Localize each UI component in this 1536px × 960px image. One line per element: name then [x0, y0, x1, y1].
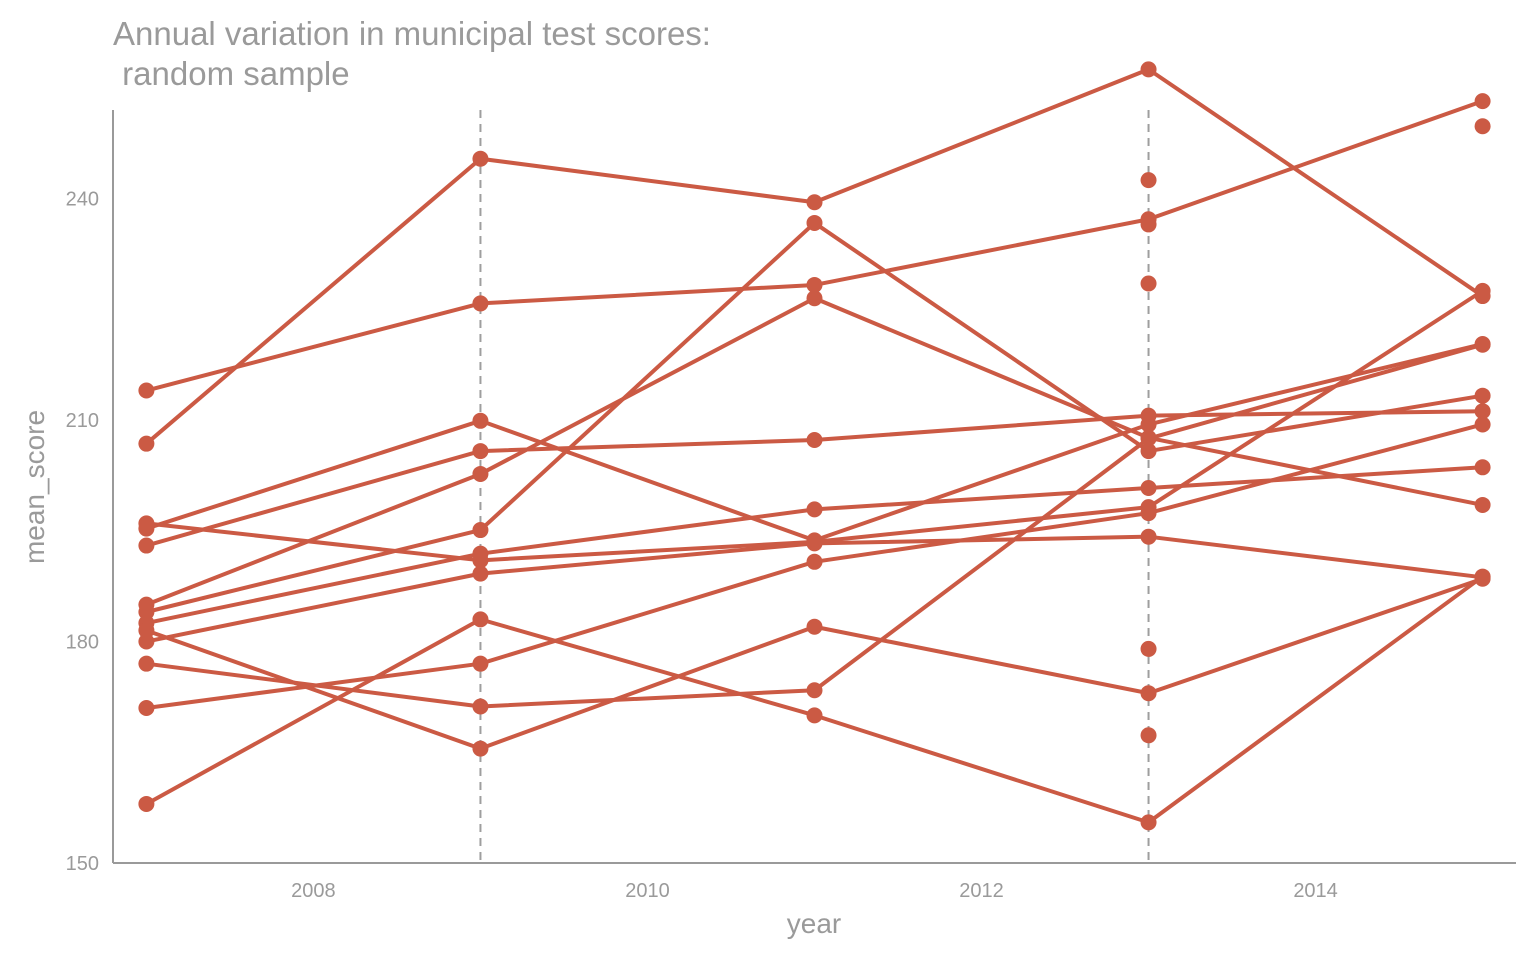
data-point [472, 698, 489, 715]
data-point [1474, 336, 1491, 353]
data-point [1140, 61, 1157, 78]
data-point [1140, 727, 1157, 744]
data-point [1474, 459, 1491, 476]
tick-labels: 2008 2010 2012 2014 150 180 210 240 [66, 189, 1338, 902]
data-point [138, 604, 155, 620]
data-point [138, 795, 155, 812]
data-point [806, 290, 823, 307]
data-point [1474, 118, 1491, 135]
x-tick-label: 2012 [959, 880, 1004, 902]
data-point [472, 465, 489, 482]
data-point [1140, 505, 1157, 522]
data-point [138, 699, 155, 716]
data-point [1140, 443, 1157, 460]
data-point [472, 443, 489, 460]
data-point [1140, 528, 1157, 545]
x-tick-label: 2010 [625, 880, 670, 902]
data-point [1140, 407, 1157, 424]
data-point [1474, 93, 1491, 110]
series-line [144, 99, 1485, 393]
data-point [472, 740, 489, 757]
data-point [1140, 814, 1157, 831]
data-point [472, 611, 489, 628]
data-point [138, 537, 155, 554]
data-point [806, 618, 823, 635]
data-point [1474, 496, 1491, 513]
data-point [1474, 387, 1491, 404]
x-tick-label: 2014 [1293, 880, 1338, 902]
data-point [1140, 479, 1157, 496]
data-point [1140, 216, 1157, 233]
data-point [138, 655, 155, 672]
data-point [806, 682, 823, 699]
data-point [1474, 403, 1491, 420]
data-point [472, 412, 489, 429]
data-point [138, 633, 155, 650]
data-point [1140, 275, 1157, 292]
y-tick-label: 180 [66, 632, 99, 654]
data-points [138, 61, 1491, 831]
data-point [472, 655, 489, 672]
data-point [806, 707, 823, 724]
data-point [806, 214, 823, 231]
data-point [806, 194, 823, 211]
y-axis-title: mean_score [19, 410, 50, 564]
data-point [472, 522, 489, 539]
data-point [1474, 570, 1491, 587]
data-point [1140, 430, 1157, 447]
x-axis-title: year [787, 908, 841, 939]
y-tick-label: 150 [66, 853, 99, 875]
data-point [1474, 282, 1491, 299]
data-point [1474, 416, 1491, 433]
data-point [806, 533, 823, 550]
series-line [144, 67, 1485, 446]
data-point [806, 501, 823, 518]
axes [112, 110, 1516, 864]
y-tick-label: 240 [66, 189, 99, 211]
data-point [1140, 640, 1157, 657]
data-point [138, 382, 155, 399]
data-point [472, 552, 489, 569]
data-point [1140, 172, 1157, 189]
x-tick-label: 2008 [291, 880, 336, 902]
data-point [138, 622, 155, 639]
data-point [472, 565, 489, 582]
data-point [806, 431, 823, 448]
data-point [472, 295, 489, 312]
y-tick-label: 210 [66, 410, 99, 432]
data-point [806, 553, 823, 570]
data-point [472, 150, 489, 167]
series-line [144, 288, 1485, 563]
chart-title: Annual variation in municipal test score… [113, 15, 711, 92]
data-point [138, 435, 155, 452]
data-point [806, 276, 823, 293]
data-point [138, 515, 155, 532]
data-point [1140, 685, 1157, 702]
